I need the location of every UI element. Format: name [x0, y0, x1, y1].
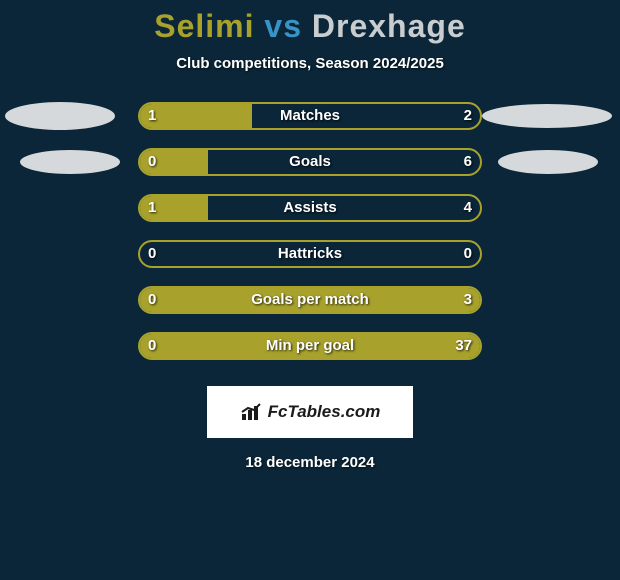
metric-label: Assists	[138, 194, 482, 222]
vs-text: vs	[264, 8, 302, 44]
value-right: 6	[464, 148, 472, 176]
stat-row: 0Min per goal37	[0, 332, 620, 378]
player1-name: Selimi	[154, 8, 254, 44]
metric-label: Goals per match	[138, 286, 482, 314]
comparison-rows: 1Matches20Goals61Assists40Hattricks00Goa…	[0, 102, 620, 378]
subtitle: Club competitions, Season 2024/2025	[0, 55, 620, 72]
side-ellipse-left	[20, 150, 120, 174]
stat-bar: 0Hattricks0	[138, 240, 482, 268]
stat-row: 0Goals per match3	[0, 286, 620, 332]
date-label: 18 december 2024	[0, 454, 620, 471]
metric-label: Goals	[138, 148, 482, 176]
stat-bar: 1Matches2	[138, 102, 482, 130]
stat-row: 1Matches2	[0, 102, 620, 148]
player2-name: Drexhage	[312, 8, 466, 44]
stat-bar: 0Min per goal37	[138, 332, 482, 360]
value-right: 37	[455, 332, 472, 360]
value-right: 0	[464, 240, 472, 268]
value-right: 4	[464, 194, 472, 222]
stat-bar: 0Goals per match3	[138, 286, 482, 314]
stat-bar: 1Assists4	[138, 194, 482, 222]
stat-row: 0Hattricks0	[0, 240, 620, 286]
comparison-title: Selimi vs Drexhage	[0, 0, 620, 45]
value-right: 2	[464, 102, 472, 130]
stat-row: 0Goals6	[0, 148, 620, 194]
branding-badge: FcTables.com	[207, 386, 413, 438]
metric-label: Hattricks	[138, 240, 482, 268]
metric-label: Min per goal	[138, 332, 482, 360]
value-right: 3	[464, 286, 472, 314]
metric-label: Matches	[138, 102, 482, 130]
stat-row: 1Assists4	[0, 194, 620, 240]
side-ellipse-right	[482, 104, 612, 128]
stat-bar: 0Goals6	[138, 148, 482, 176]
branding-chart-icon	[240, 402, 264, 422]
side-ellipse-right	[498, 150, 598, 174]
side-ellipse-left	[5, 102, 115, 130]
branding-text: FcTables.com	[268, 402, 381, 422]
